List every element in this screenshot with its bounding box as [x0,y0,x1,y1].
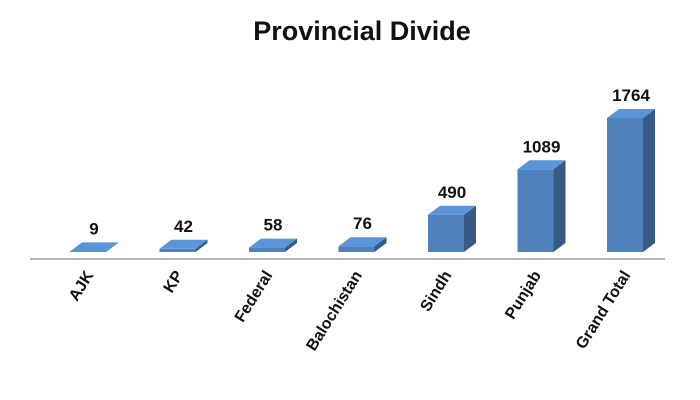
bar-top [70,242,118,252]
bar-side [464,205,476,252]
value-label: 1089 [523,137,561,156]
bar [607,118,643,252]
value-label: 9 [89,219,98,238]
x-tick-label: Punjab [502,268,545,322]
x-tick-label: Grand Total [573,268,634,352]
bar-top [249,238,297,248]
bar-top [428,205,476,215]
bar [517,169,554,252]
bar [428,214,464,252]
x-tick-label: Sindh [417,268,455,315]
bar-top [159,239,208,249]
bar [338,246,375,252]
x-tick-label: AJK [66,268,98,305]
x-tick-label: KP [161,268,187,296]
bar [159,248,196,252]
bar [70,251,106,252]
bar-side [374,237,387,252]
bar-top [338,237,387,247]
value-label: 42 [174,217,193,236]
x-tick-label: Federal [232,268,277,325]
chart-title: Provincial Divide [253,16,471,46]
x-tick-label: Balochistan [303,268,365,354]
value-label: 490 [438,183,466,202]
bar [249,247,285,252]
bar-top [607,109,655,118]
bar-side [553,160,566,252]
value-label: 76 [353,214,372,233]
value-label: 58 [264,216,283,235]
bar-top [517,160,566,170]
bar-side [195,239,208,252]
value-label: 1764 [612,86,650,105]
bar-side [285,238,297,252]
bar-side [643,109,655,252]
bar-side [106,242,118,252]
